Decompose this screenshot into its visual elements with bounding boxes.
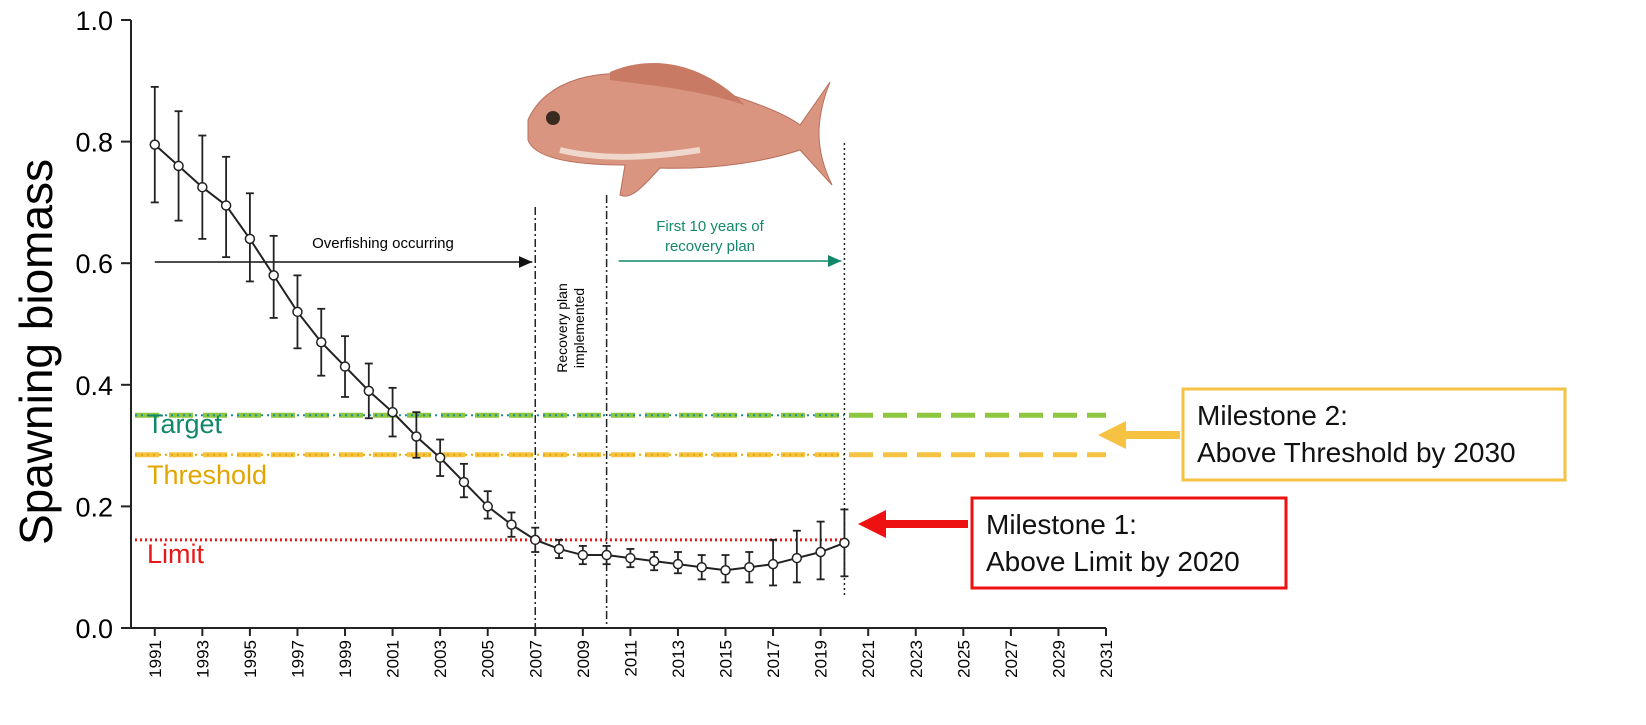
- data-point: [293, 307, 302, 316]
- y-tick-label: 0.4: [75, 371, 113, 401]
- x-tick-label: 2013: [669, 640, 688, 678]
- y-tick-label: 1.0: [75, 6, 113, 36]
- milestone-text: Milestone 1:: [986, 509, 1137, 540]
- reference-label: Threshold: [147, 460, 267, 490]
- data-point: [483, 502, 492, 511]
- data-point: [602, 551, 611, 560]
- reference-label: Target: [147, 409, 223, 439]
- x-tick-label: 1995: [241, 640, 260, 678]
- data-point: [555, 544, 564, 553]
- x-tick-label: 2009: [574, 640, 593, 678]
- x-tick-label: 1991: [146, 640, 165, 678]
- data-point: [269, 271, 278, 280]
- data-point: [531, 535, 540, 544]
- data-point: [459, 478, 468, 487]
- data-point: [769, 560, 778, 569]
- data-point: [364, 386, 373, 395]
- milestone-text: Milestone 2:: [1197, 400, 1348, 431]
- data-point: [507, 520, 516, 529]
- annotation: First 10 years of: [656, 218, 764, 235]
- data-point: [317, 338, 326, 347]
- x-tick-label: 2029: [1049, 640, 1068, 678]
- x-tick-label: 2023: [907, 640, 926, 678]
- reference-label: Limit: [147, 539, 205, 569]
- x-tick-label: 2017: [764, 640, 783, 678]
- x-tick-label: 2003: [431, 640, 450, 678]
- x-tick-label: 1997: [288, 640, 307, 678]
- data-point: [745, 563, 754, 572]
- x-tick-label: 2005: [479, 640, 498, 678]
- x-tick-label: 1999: [336, 640, 355, 678]
- y-axis-label: Spawning biomass: [10, 159, 62, 545]
- milestone-arrow-head: [1098, 421, 1126, 449]
- x-tick-label: 2031: [1097, 640, 1116, 678]
- x-tick-label: 2019: [812, 640, 831, 678]
- annotation: recovery plan: [665, 238, 755, 255]
- data-point: [792, 554, 801, 563]
- series-line: [155, 145, 845, 571]
- data-point: [341, 362, 350, 371]
- data-point: [245, 234, 254, 243]
- x-tick-label: 2015: [717, 640, 736, 678]
- data-point: [673, 560, 682, 569]
- annotation: Recovery plan: [554, 283, 570, 373]
- annotation: implemented: [571, 288, 587, 368]
- milestone-text: Above Threshold by 2030: [1197, 437, 1516, 468]
- x-tick-label: 2007: [526, 640, 545, 678]
- data-point: [174, 161, 183, 170]
- x-tick-label: 2027: [1002, 640, 1021, 678]
- milestone-arrow-head: [858, 510, 886, 538]
- data-point: [697, 563, 706, 572]
- data-point: [222, 201, 231, 210]
- x-tick-label: 2025: [954, 640, 973, 678]
- annotation: Overfishing occurring: [312, 235, 454, 252]
- x-tick-label: 2001: [384, 640, 403, 678]
- milestone-text: Above Limit by 2020: [986, 546, 1240, 577]
- data-point: [721, 566, 730, 575]
- data-point: [150, 140, 159, 149]
- data-point: [626, 554, 635, 563]
- y-tick-label: 0.0: [75, 614, 113, 644]
- data-point: [388, 408, 397, 417]
- y-tick-label: 0.8: [75, 128, 113, 158]
- data-point: [578, 551, 587, 560]
- data-point: [436, 453, 445, 462]
- data-point: [198, 183, 207, 192]
- x-tick-label: 2011: [621, 640, 640, 677]
- fish-illustration: [528, 63, 832, 196]
- y-tick-label: 0.6: [75, 249, 113, 279]
- data-point: [650, 557, 659, 566]
- chart: Spawning biomass 0.0 0.2 0.4 0.6 0.8 1.0 1991 1…: [0, 0, 1646, 725]
- x-tick-label: 1993: [193, 640, 212, 678]
- data-point: [816, 548, 825, 557]
- y-tick-label: 0.2: [75, 492, 113, 522]
- data-point: [412, 432, 421, 441]
- data-point: [840, 538, 849, 547]
- x-tick-label: 2021: [859, 640, 878, 678]
